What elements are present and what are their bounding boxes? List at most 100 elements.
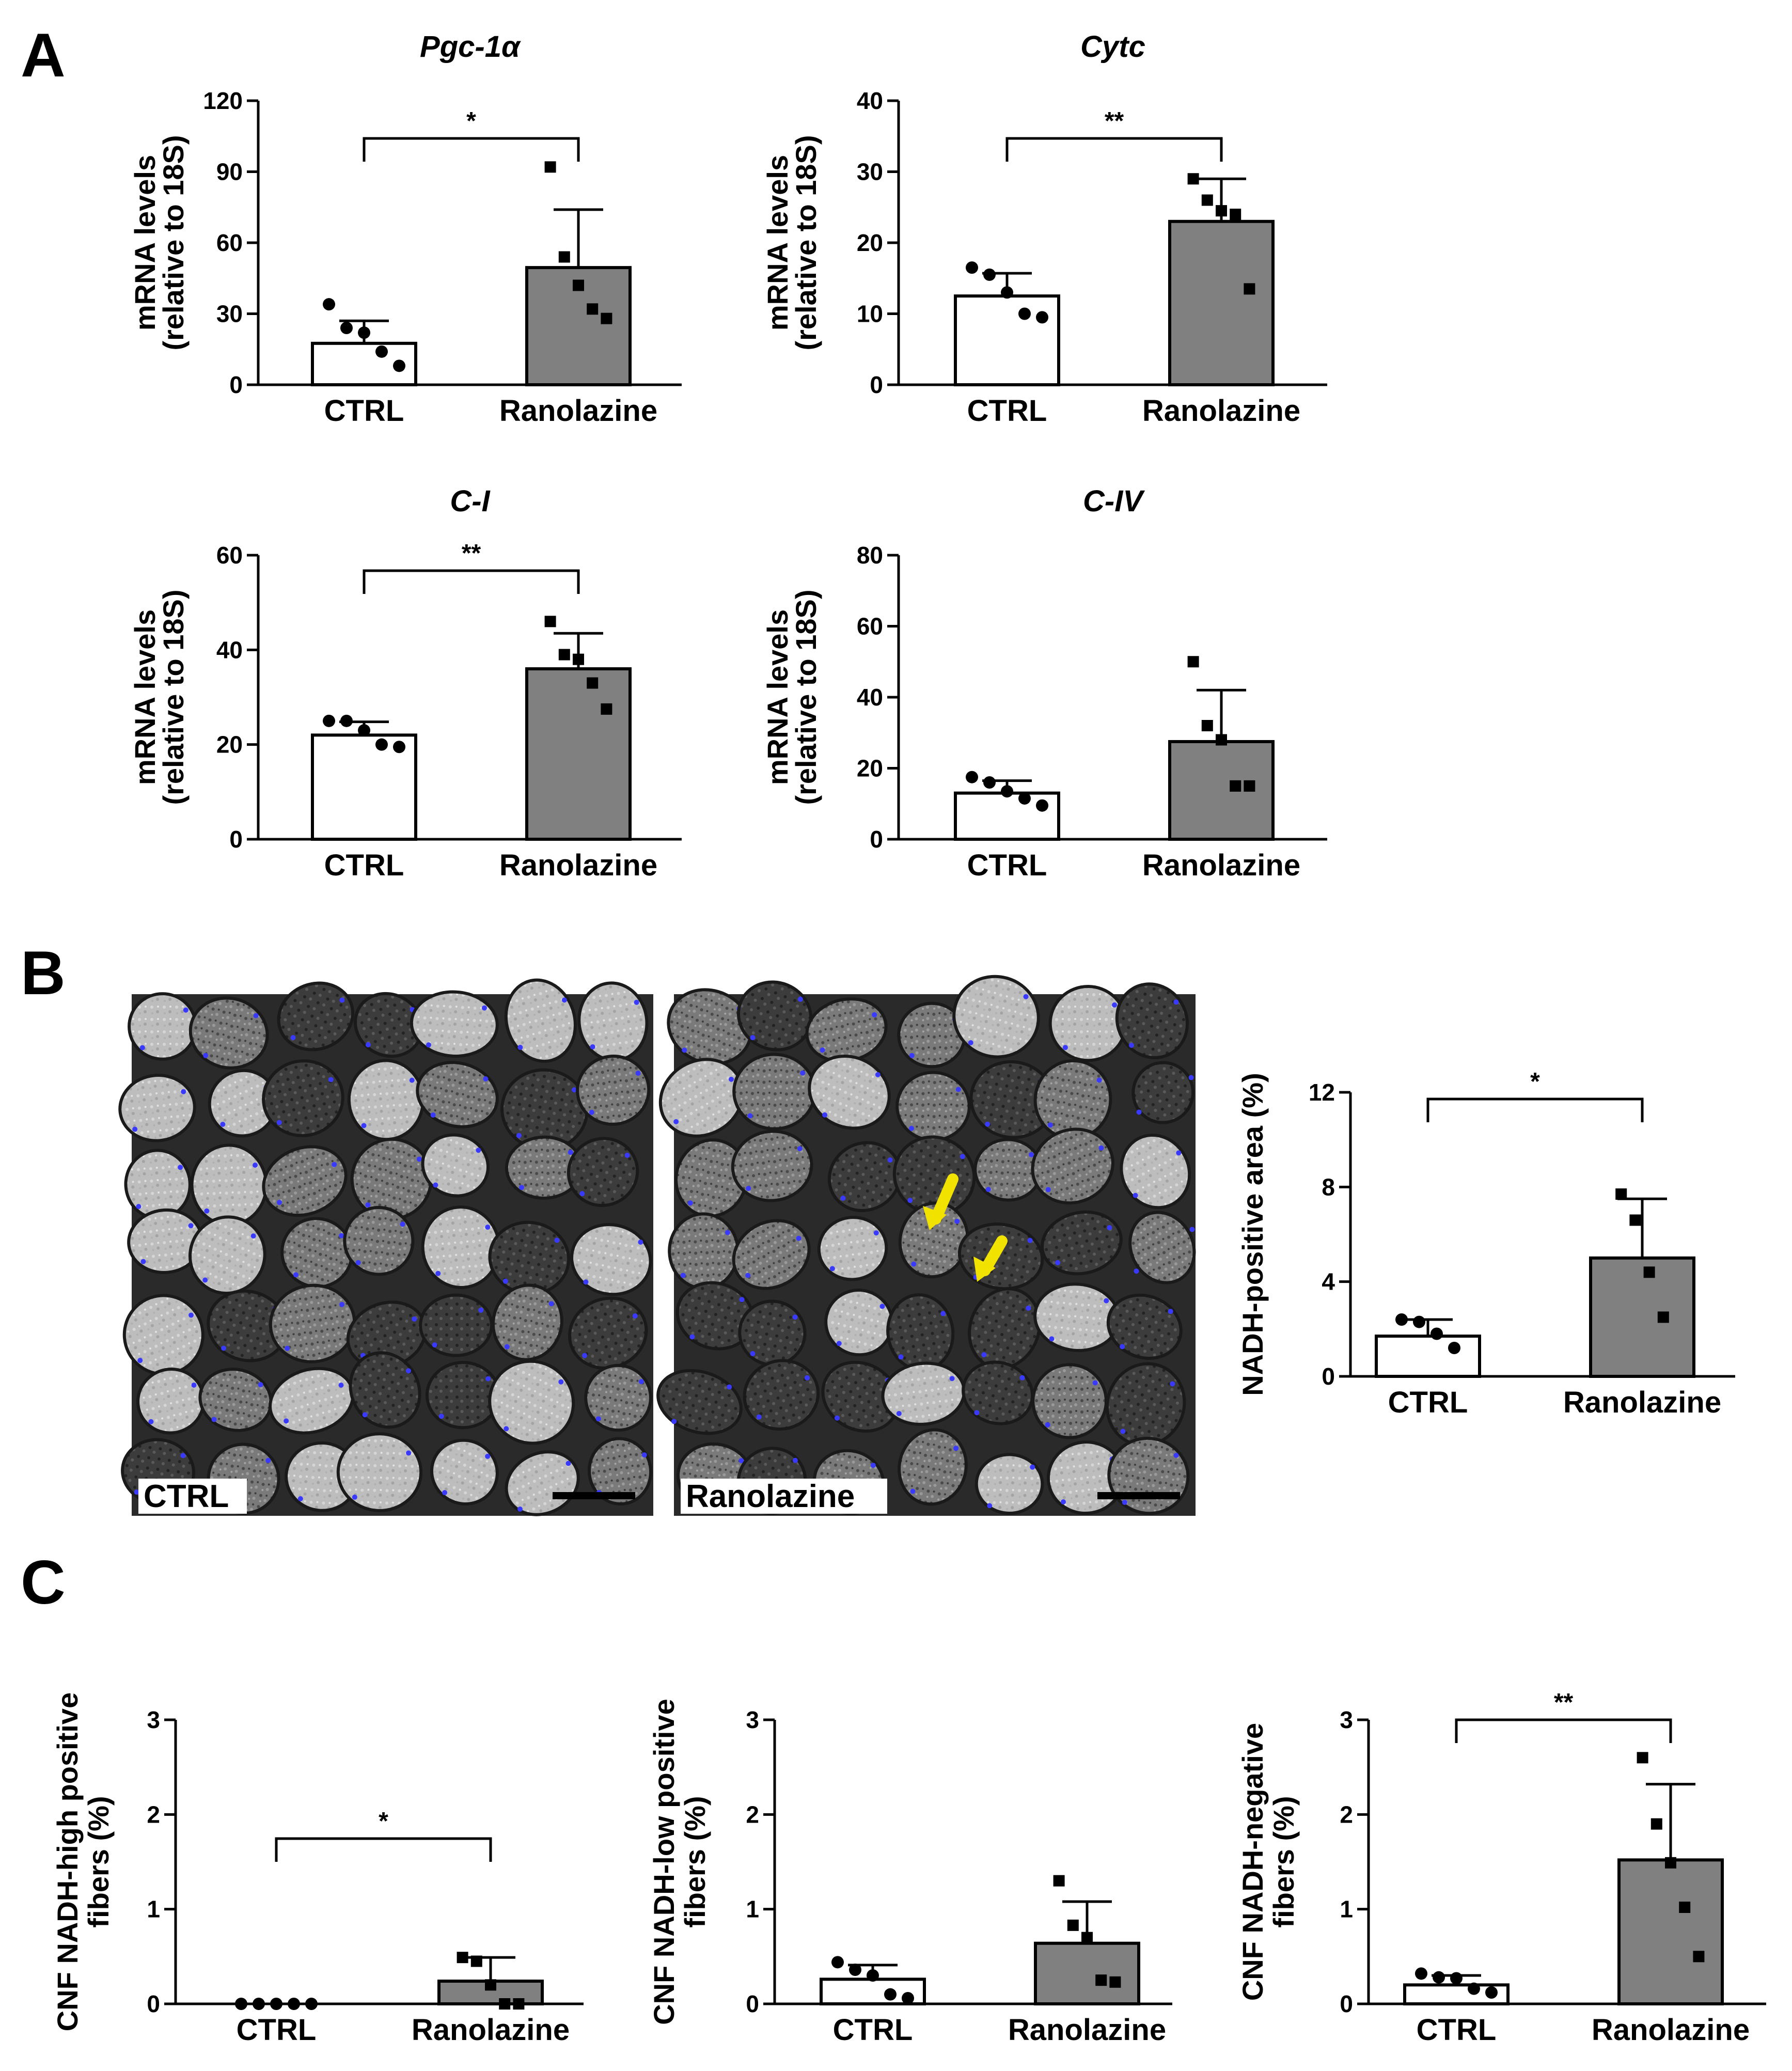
y-tick-label: 40 — [857, 87, 883, 114]
data-point — [375, 345, 388, 358]
data-point — [966, 771, 978, 783]
nucleus — [797, 1146, 803, 1152]
data-point — [1431, 1327, 1443, 1340]
nucleus — [1168, 1309, 1173, 1314]
nucleus — [1045, 1422, 1050, 1427]
nucleus — [293, 1272, 298, 1278]
bar — [1375, 1335, 1481, 1378]
nucleus — [829, 1266, 835, 1272]
nucleus — [140, 1259, 146, 1264]
nucleus — [589, 1109, 594, 1115]
muscle-fiber — [584, 1363, 652, 1432]
nucleus — [183, 1007, 188, 1013]
y-axis-label: fibers (%) — [679, 1796, 711, 1927]
nucleus — [1128, 1042, 1134, 1048]
nucleus — [1136, 1109, 1142, 1115]
y-tick-label: 2 — [1340, 1801, 1353, 1828]
nucleus — [955, 1087, 961, 1092]
nucleus — [960, 1154, 965, 1159]
data-point — [358, 724, 370, 737]
data-point — [323, 298, 335, 311]
nucleus — [1173, 999, 1179, 1005]
nucleus — [974, 1410, 980, 1416]
nucleus — [1107, 1225, 1112, 1231]
muscle-fiber — [1106, 1293, 1183, 1360]
nucleus — [896, 1410, 902, 1416]
scale-bar — [553, 1492, 635, 1499]
y-tick-label: 1 — [1340, 1896, 1353, 1923]
data-point — [1395, 1313, 1408, 1326]
muscle-fiber — [336, 1432, 423, 1512]
nucleus — [836, 1341, 842, 1346]
nucleus — [191, 1382, 197, 1388]
data-point — [1001, 785, 1013, 798]
nucleus — [689, 1334, 695, 1340]
data-point — [1468, 1982, 1480, 1995]
nucleus — [139, 1045, 145, 1050]
data-point — [1415, 1967, 1427, 1980]
nucleus — [1027, 1237, 1033, 1243]
nucleus — [1098, 1145, 1104, 1151]
y-axis-label: (relative to 18S) — [157, 589, 190, 805]
y-tick-label: 120 — [203, 87, 243, 114]
nucleus — [1030, 1464, 1035, 1470]
y-tick-label: 3 — [746, 1706, 759, 1733]
nucleus — [361, 1123, 367, 1128]
y-tick-label: 1 — [746, 1896, 759, 1923]
y-axis-label: (relative to 18S) — [157, 135, 190, 350]
nucleus — [590, 1044, 595, 1049]
muscle-fiber — [974, 1453, 1044, 1515]
muscle-fiber — [576, 1055, 651, 1126]
bar — [1168, 219, 1275, 386]
y-axis-label: mRNA levels — [761, 155, 794, 331]
y-axis-label: mRNA levels — [761, 609, 794, 785]
y-tick-label: 3 — [147, 1706, 160, 1733]
y-tick-label: 0 — [746, 1990, 759, 2017]
nucleus — [339, 1233, 344, 1238]
nucleus — [632, 1313, 638, 1319]
data-point — [1036, 799, 1048, 812]
data-point — [1230, 780, 1241, 792]
bar — [954, 294, 1060, 386]
muscle-fiber — [262, 1059, 344, 1137]
nucleus — [276, 1200, 282, 1205]
y-tick-label: 30 — [216, 301, 243, 327]
nucleus — [756, 1414, 762, 1420]
y-axis-label: fibers (%) — [82, 1796, 115, 1927]
significance-bracket — [363, 569, 580, 594]
nucleus — [297, 1496, 303, 1501]
nucleus — [1133, 1193, 1138, 1198]
bar — [1034, 1941, 1140, 2006]
muscle-fiber — [1120, 1133, 1191, 1210]
data-point — [499, 1998, 511, 2010]
data-point — [1629, 1214, 1641, 1226]
nucleus — [872, 1012, 877, 1017]
x-tick-label: CTRL — [1417, 2013, 1497, 2047]
nucleus — [1188, 1075, 1194, 1080]
nucleus — [250, 1233, 256, 1239]
muscle-fiber — [488, 1359, 575, 1445]
nucleus — [430, 1112, 436, 1118]
nucleus — [485, 1376, 491, 1382]
nucleus — [284, 1418, 289, 1424]
nucleus — [221, 1345, 227, 1351]
nucleus — [739, 1297, 745, 1303]
y-tick-label: 60 — [216, 229, 243, 256]
muscle-fiber — [349, 1351, 421, 1429]
data-point — [601, 703, 612, 715]
nucleus — [680, 1273, 686, 1278]
nucleus — [338, 1382, 344, 1388]
x-tick-label: CTRL — [324, 849, 404, 882]
nucleus — [290, 1035, 296, 1041]
data-point — [470, 1955, 482, 1967]
nucleus — [638, 1379, 644, 1385]
muscle-fiber — [491, 1283, 563, 1361]
muscle-fiber — [1131, 1061, 1195, 1124]
data-point — [849, 1964, 861, 1976]
panel-letter-c: C — [21, 1548, 66, 1617]
data-point — [1187, 656, 1199, 668]
nucleus — [516, 1133, 522, 1138]
y-tick-label: 40 — [857, 684, 883, 711]
significance-label: * — [379, 1808, 388, 1835]
